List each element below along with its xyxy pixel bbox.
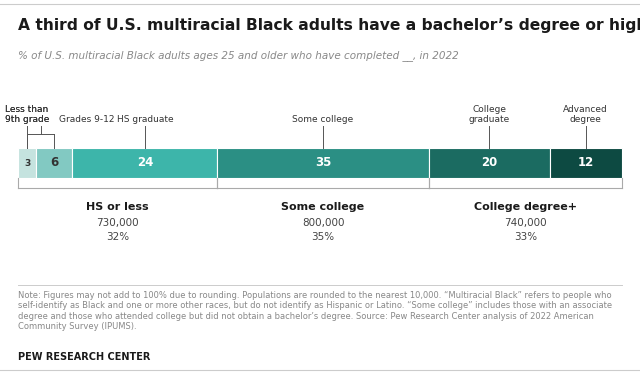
Text: 20: 20 xyxy=(481,157,497,169)
Bar xyxy=(72,148,218,178)
Bar xyxy=(18,148,36,178)
Text: Some college: Some college xyxy=(282,202,365,212)
Text: 24: 24 xyxy=(137,157,153,169)
Text: 35: 35 xyxy=(315,157,332,169)
Text: Advanced
degree: Advanced degree xyxy=(563,104,608,124)
Text: Less than
9th grade: Less than 9th grade xyxy=(5,104,49,124)
Text: PEW RESEARCH CENTER: PEW RESEARCH CENTER xyxy=(18,352,150,362)
Text: 32%: 32% xyxy=(106,232,129,242)
Text: 33%: 33% xyxy=(514,232,537,242)
Text: College
graduate: College graduate xyxy=(468,104,509,124)
Text: 730,000: 730,000 xyxy=(97,218,139,228)
Bar xyxy=(429,148,550,178)
Text: HS or less: HS or less xyxy=(86,202,149,212)
Text: 3: 3 xyxy=(24,159,30,167)
Text: 740,000: 740,000 xyxy=(504,218,547,228)
Text: 6: 6 xyxy=(50,157,58,169)
Bar xyxy=(218,148,429,178)
Bar xyxy=(550,148,622,178)
Text: 12: 12 xyxy=(578,157,594,169)
Text: 800,000: 800,000 xyxy=(302,218,344,228)
Bar xyxy=(36,148,72,178)
Text: Some college: Some college xyxy=(292,115,354,124)
Text: HS graduate: HS graduate xyxy=(116,115,173,124)
Text: % of U.S. multiracial Black adults ages 25 and older who have completed __, in 2: % of U.S. multiracial Black adults ages … xyxy=(18,50,459,61)
Text: 35%: 35% xyxy=(312,232,335,242)
Text: Less than
9th grade: Less than 9th grade xyxy=(5,104,49,124)
Text: Note: Figures may not add to 100% due to rounding. Populations are rounded to th: Note: Figures may not add to 100% due to… xyxy=(18,291,612,331)
Text: College degree+: College degree+ xyxy=(474,202,577,212)
Text: A third of U.S. multiracial Black adults have a bachelor’s degree or higher: A third of U.S. multiracial Black adults… xyxy=(18,18,640,33)
Text: Grades 9-12: Grades 9-12 xyxy=(60,115,115,124)
